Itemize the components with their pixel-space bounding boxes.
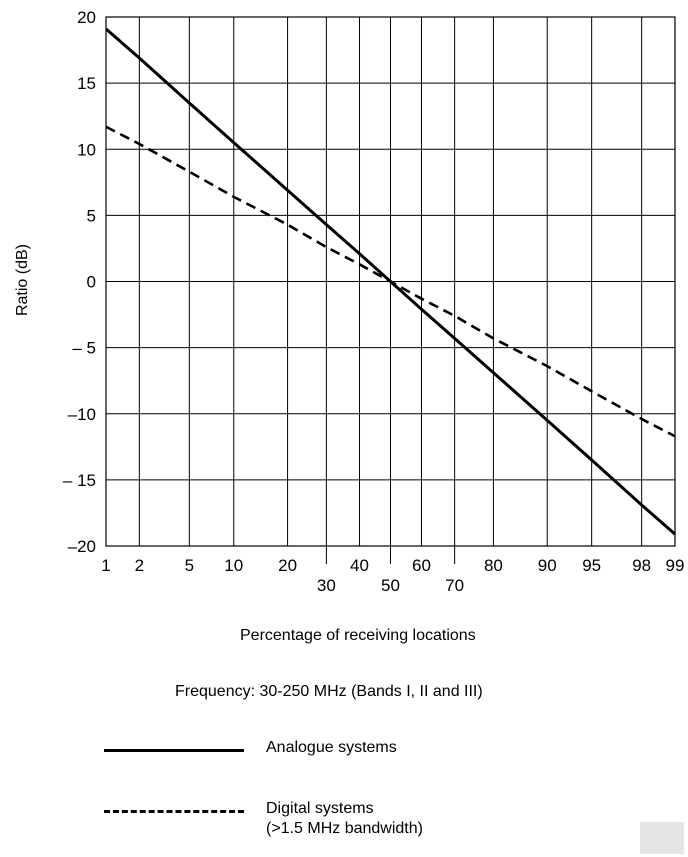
x-tick-labels: 1 2 5 10 20 40 60 80 90 95 98 99 30 50 70 [101, 556, 684, 595]
x-tick-label: 98 [632, 556, 651, 575]
series-lines [105, 27, 676, 536]
y-tick-labels: 20 15 10 5 0 – 5 –10 – 15 –20 [63, 8, 96, 556]
x-tick-label: 99 [666, 556, 685, 575]
frequency-caption: Frequency: 30-250 MHz (Bands I, II and I… [175, 683, 483, 700]
y-tick-label: – 5 [72, 339, 96, 358]
x-tick-label: 20 [278, 556, 297, 575]
y-tick-label: 15 [77, 74, 96, 93]
y-tick-label: 20 [77, 8, 96, 27]
x-tick-label: 10 [224, 556, 243, 575]
x-tick-label-lower: 70 [445, 576, 464, 595]
plot-frame [105, 16, 676, 547]
y-tick-label: –10 [68, 405, 96, 424]
y-tick-label: 0 [87, 273, 96, 292]
y-axis-label: Ratio (dB) [14, 244, 31, 316]
x-tick-label: 60 [412, 556, 431, 575]
x-axis-label: Percentage of receiving locations [240, 627, 476, 644]
x-tick-label: 90 [538, 556, 557, 575]
y-tick-label: 5 [87, 206, 96, 225]
x-tick-label: 80 [484, 556, 503, 575]
legend-label-digital-line2: (>1.5 MHz bandwidth) [266, 820, 423, 837]
y-tick-label: –20 [68, 537, 96, 556]
legend-solid-line-icon [104, 749, 244, 752]
x-tick-label: 40 [350, 556, 369, 575]
legend-dashed-line-icon [104, 810, 244, 813]
legend-label-digital-line1: Digital systems [266, 800, 374, 817]
legend-label-analogue: Analogue systems [266, 739, 397, 756]
x-tick-label-lower: 50 [381, 576, 400, 595]
y-tick-label: 10 [77, 140, 96, 159]
series-line-digital [105, 125, 676, 438]
y-tick-label: – 15 [63, 471, 96, 490]
x-tick-label: 2 [135, 556, 144, 575]
x-tick-label: 5 [185, 556, 194, 575]
grid-lines [105, 16, 676, 564]
x-tick-label: 95 [582, 556, 601, 575]
x-tick-label: 1 [101, 556, 110, 575]
corner-box [640, 822, 684, 854]
x-tick-label-lower: 30 [317, 576, 336, 595]
